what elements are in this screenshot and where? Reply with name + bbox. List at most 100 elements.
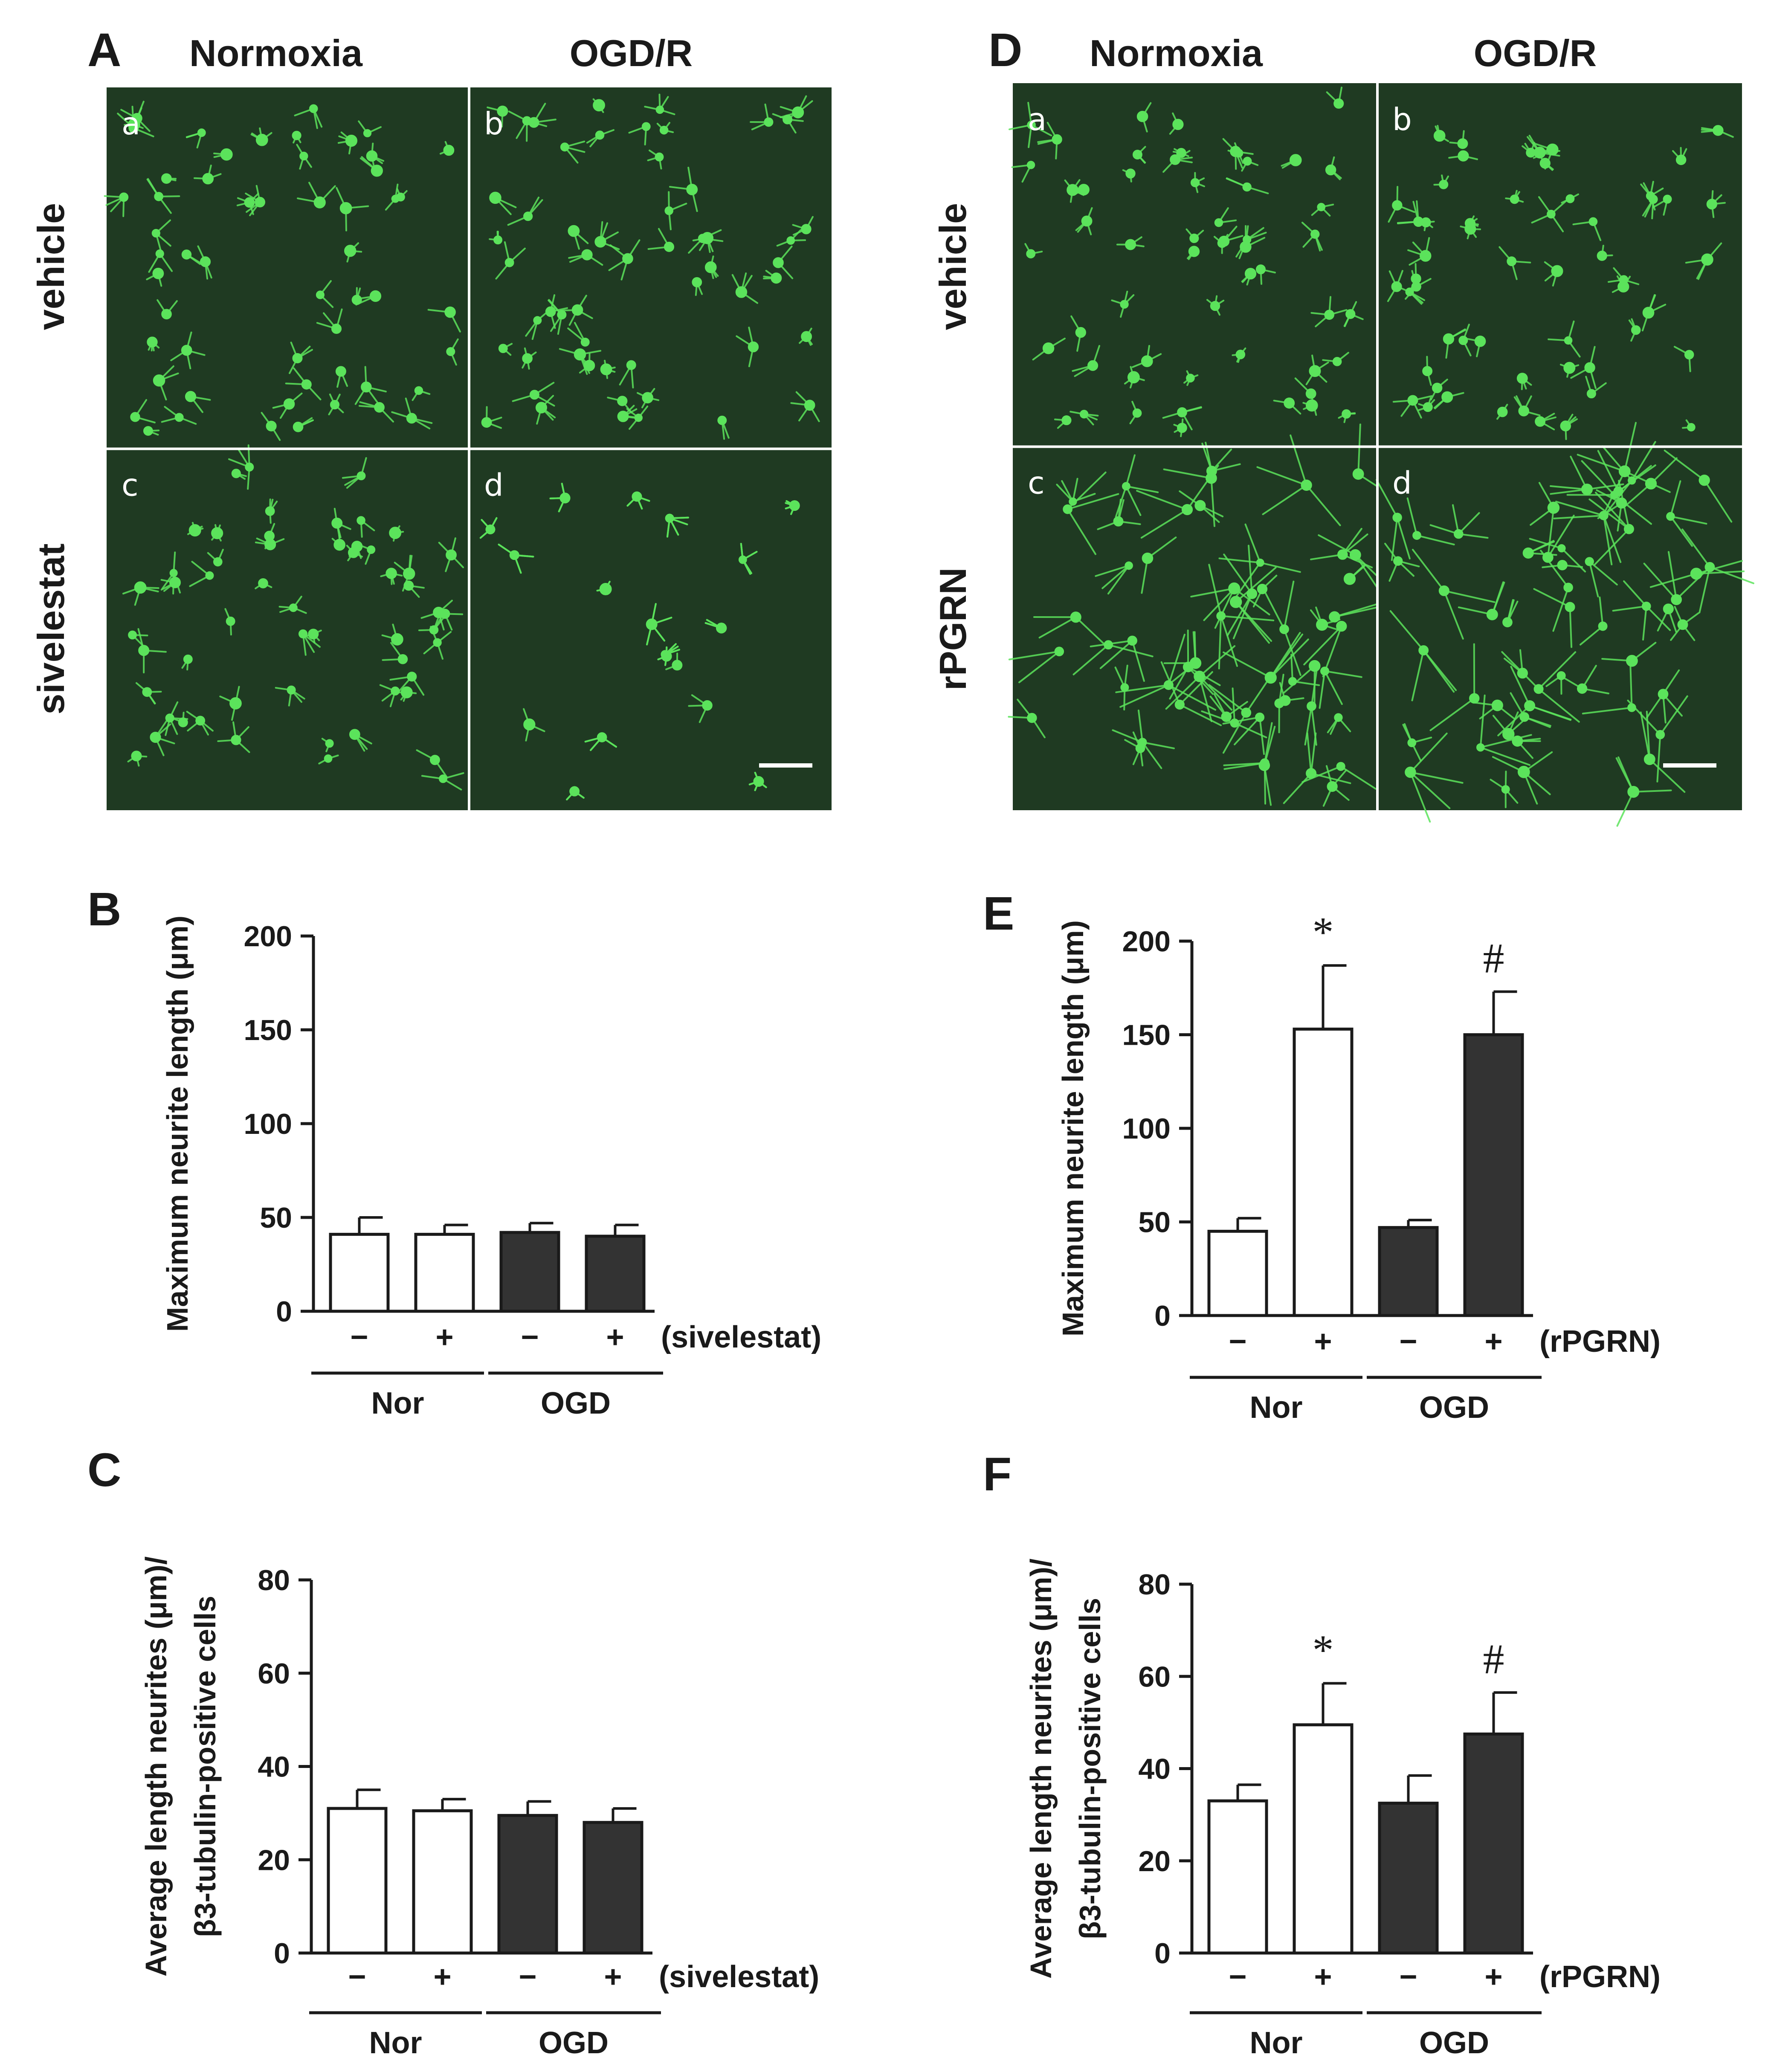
cell-body (1243, 156, 1252, 166)
neuron-cell (1458, 581, 1505, 620)
neurite (1115, 684, 1170, 693)
cell-body (369, 290, 382, 302)
neuron-cell (1585, 376, 1607, 399)
bar (1378, 1226, 1439, 1317)
neuron-cell (358, 401, 394, 423)
cell-body (391, 633, 403, 646)
neurite (1357, 423, 1361, 475)
cell-body (1418, 645, 1429, 656)
cell-body (1439, 180, 1449, 189)
cell-body (371, 165, 383, 177)
cell-body (1581, 484, 1593, 496)
neuron-cell (336, 187, 369, 232)
cell-body (299, 151, 308, 161)
neuron-cell (785, 500, 800, 515)
treatment-sign: − (1229, 1324, 1246, 1359)
neuron-cell (1327, 713, 1351, 735)
cell-body (593, 99, 605, 112)
neuron-cell (647, 228, 674, 252)
cell-body (226, 616, 235, 626)
neurite (1709, 566, 1754, 584)
cell-body (1648, 194, 1658, 204)
cell-body (1244, 268, 1257, 280)
cell-body (188, 524, 201, 537)
neuron-cell (381, 623, 403, 646)
cell-body (1141, 355, 1153, 367)
neuron-cell (1075, 207, 1093, 235)
neuron-cell (446, 338, 459, 366)
neuron-cell (189, 561, 214, 587)
neuron-cell (1522, 142, 1542, 158)
neuron-cell (1530, 482, 1560, 526)
cell-body (1190, 178, 1200, 188)
neurite (1318, 534, 1357, 556)
cell-body (568, 225, 580, 237)
bar (1293, 1027, 1354, 1317)
subpanel-label-d: d (1392, 465, 1412, 501)
cell-body (152, 267, 164, 279)
neurite (1659, 695, 1688, 736)
cell-body (345, 134, 358, 147)
cell-body (313, 196, 326, 209)
cell-body (331, 323, 342, 334)
neuron-cell (1214, 207, 1237, 227)
y-tick-label: 0 (274, 1937, 290, 1970)
cell-body (493, 235, 503, 245)
neuron-cell (1261, 580, 1301, 676)
neuron-cell (1675, 528, 1754, 614)
neuron-cell (584, 732, 617, 751)
treatment-sign: − (348, 1960, 366, 1994)
neurite (1588, 560, 1599, 597)
y-tick-label: 0 (1154, 1937, 1171, 1970)
neurite (1222, 712, 1247, 754)
cell-body (1309, 660, 1321, 672)
neuron-cell (646, 603, 672, 646)
neuron-cell (187, 522, 204, 537)
neuron-cell (1560, 414, 1578, 440)
cell-body (764, 117, 774, 127)
cell-body (1443, 333, 1455, 345)
cell-body (1125, 168, 1136, 179)
neuron-cell (170, 331, 206, 370)
neurite (1613, 494, 1652, 525)
neuron-cell (1501, 651, 1580, 723)
neurite (1581, 460, 1615, 496)
treatment-sign: − (521, 1320, 539, 1354)
neuron-cell (1162, 406, 1202, 431)
micrograph-c: c (1008, 423, 1401, 810)
neurite (1409, 732, 1448, 773)
micrograph-background (469, 87, 832, 449)
neurite (1290, 653, 1294, 682)
neurite (1670, 515, 1707, 525)
neuron-cell (1190, 582, 1270, 629)
cell-body (1280, 695, 1291, 706)
cell-body (1699, 474, 1710, 486)
cell-body (1524, 700, 1536, 712)
cell-body (335, 366, 346, 377)
cell-body (1518, 405, 1530, 417)
neurite (1538, 688, 1580, 723)
cell-body (1327, 781, 1338, 792)
neuron-cell (495, 241, 526, 280)
neuron-cell (1132, 146, 1146, 164)
neuron-cell (349, 729, 372, 752)
neuron-cell (772, 109, 804, 134)
cell-body (1642, 307, 1655, 319)
neuron-cell (1310, 527, 1373, 568)
cell-body (1464, 223, 1476, 235)
cell-body (128, 630, 137, 640)
cell-body (1241, 707, 1252, 718)
cell-body (1206, 466, 1217, 477)
neurite (1599, 596, 1604, 627)
cell-body (773, 257, 784, 268)
neuron-cell (127, 751, 148, 767)
neuron-cell (1430, 379, 1448, 400)
neuron-cell (1227, 142, 1244, 164)
cell-body (753, 776, 764, 787)
bar (1463, 1033, 1524, 1317)
neuron-cell (1124, 366, 1145, 388)
neuron-cell (1301, 762, 1377, 790)
neurite (1423, 649, 1457, 691)
cell-body (580, 337, 590, 347)
neuron-cell (1449, 130, 1468, 149)
